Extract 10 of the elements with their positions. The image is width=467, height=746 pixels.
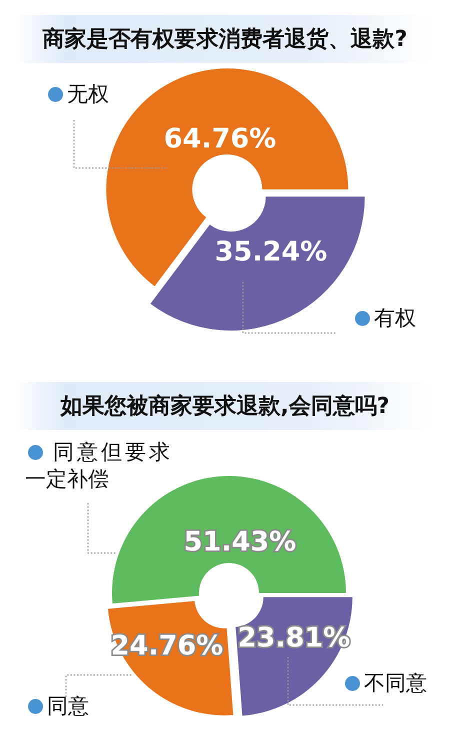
data-label: 51.43% <box>184 526 296 558</box>
chart-title: 如果您被商家要求退款,会同意吗? <box>60 392 390 421</box>
slice-label: 同意但要求一定补偿 <box>25 439 170 493</box>
data-label: 35.24% <box>214 236 328 268</box>
chart-title: 商家是否有权要求消费者退货、退款? <box>42 26 408 54</box>
slice-label: 同意 <box>46 693 90 720</box>
slice-label: 不同意 <box>363 670 428 697</box>
slice-label: 无权 <box>66 81 110 108</box>
data-label: 64.76% <box>164 124 276 154</box>
slice-label: 有权 <box>373 305 417 332</box>
